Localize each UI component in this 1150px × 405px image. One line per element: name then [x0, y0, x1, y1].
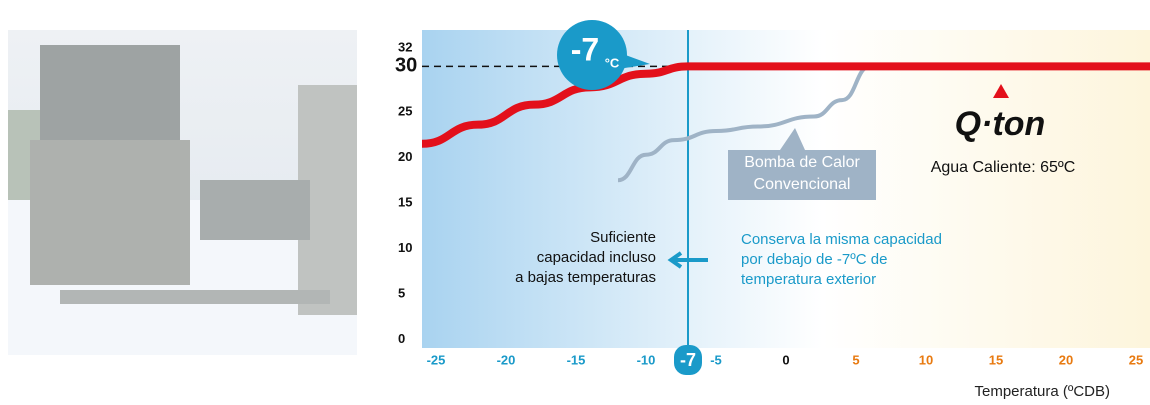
badge-unit: °C	[605, 55, 620, 70]
annotation: Conserva la misma capacidad	[741, 231, 942, 248]
x-tick-label: 10	[919, 352, 933, 367]
brand-note: Agua Caliente: 65ºC	[931, 159, 1076, 176]
axis-marker-label: -7	[680, 350, 696, 370]
x-tick-label: 15	[989, 352, 1003, 367]
y-tick-label: 0	[398, 331, 405, 346]
x-axis-label: Temperatura (ºCDB)	[974, 383, 1110, 400]
y-tick-label: 15	[398, 194, 412, 209]
x-tick-label: 25	[1129, 352, 1143, 367]
y-tick-label: 10	[398, 240, 412, 255]
annotation: capacidad incluso	[537, 249, 656, 266]
x-tick-label: -15	[567, 352, 586, 367]
y-tick-label: 30	[395, 55, 417, 77]
x-tick-label: -20	[497, 352, 516, 367]
chart: 0 5 10 15 20 25 3032 -25 -20 -15 -10 -5 0 5 10 15 20 25 Bo…	[0, 0, 1150, 405]
annotation: a bajas temperaturas	[515, 269, 656, 286]
annotation: temperatura exterior	[741, 271, 876, 288]
x-tick-label: 5	[852, 352, 859, 367]
badge-value: -7	[571, 31, 599, 67]
x-tick-label: 20	[1059, 352, 1073, 367]
page: {"chart_data": { "type": "line", "x_labe…	[0, 0, 1150, 405]
series-label: Convencional	[754, 176, 851, 193]
annotation: Suficiente	[590, 229, 656, 246]
y-tick-label: 25	[398, 103, 412, 118]
x-tick-label: -10	[637, 352, 656, 367]
y-tick-label: 32	[398, 40, 412, 55]
annotation: por debajo de -7ºC de	[741, 251, 887, 268]
series-label: Bomba de Calor	[744, 154, 860, 171]
x-tick-label: 0	[782, 352, 789, 367]
photo	[8, 30, 357, 355]
y-tick-label: 20	[398, 149, 412, 164]
brand-logo: Q·ton	[955, 105, 1046, 143]
x-tick-label: -25	[427, 352, 446, 367]
y-tick-label: 5	[398, 285, 405, 300]
x-tick-label: -5	[710, 352, 722, 367]
